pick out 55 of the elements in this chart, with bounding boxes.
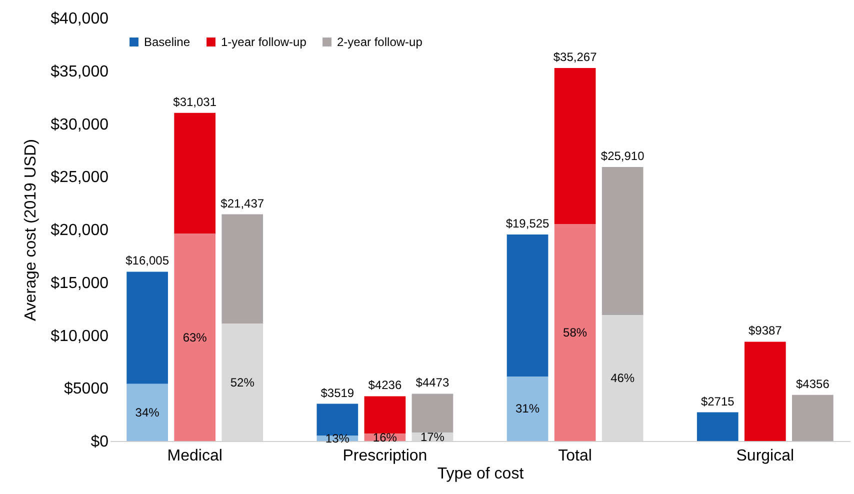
bar [602,167,644,316]
y-tick-label: $0 [90,434,109,450]
annotation: 31% [516,402,540,416]
total-label: $3519 [320,386,354,400]
total-label: $19,525 [506,216,550,231]
total-label: $21,437 [220,196,264,210]
y-axis-title: Average cost (2019 USD) [22,138,40,322]
annotation: 63% [182,330,208,344]
legend-label: 2-year follow-up [337,35,423,49]
annotation: 52% [230,375,255,390]
bar [696,412,738,441]
y-tick-label: $25,000 [50,169,109,186]
bar [506,234,548,376]
x-tick-label: Total [558,448,592,464]
bar [792,394,834,441]
bar [364,396,406,434]
total-label: $35,267 [553,50,598,64]
bar [506,376,548,441]
legend-label: Baseline [144,35,190,49]
y-tick-label: $5000 [64,380,109,398]
bar [174,112,216,234]
total-label: $16,005 [126,254,170,268]
y-tick-label: $30,000 [50,116,109,134]
annotation: 17% [420,430,445,444]
legend-label: 1-year follow-up [221,35,307,49]
bar [126,384,168,441]
annotation: 46% [610,371,635,386]
bar [126,272,168,384]
bar [174,234,216,441]
total-label: $4236 [368,378,402,392]
total-label: $4473 [416,376,450,390]
y-tick-label: $15,000 [50,274,109,292]
total-label: $31,031 [173,94,217,109]
y-tick-label: $35,000 [50,63,109,80]
bar [744,342,786,441]
total-label: $25,910 [600,149,645,163]
annotation: 34% [135,405,160,420]
x-tick-label: Surgical [736,448,794,464]
total-label: $2715 [700,394,735,408]
y-tick-label: $20,000 [50,222,109,239]
bar [554,68,596,224]
total-label: $4356 [796,376,830,391]
bar [222,214,264,324]
x-tick-label: Prescription [342,448,428,464]
bar [554,224,596,441]
annotation: 16% [372,430,398,444]
annotation: 58% [563,326,588,340]
annotation: 13% [325,431,350,446]
y-tick-label: $10,000 [50,328,109,345]
bar [412,394,454,433]
x-tick-label: Medical [167,448,222,464]
y-tick-label: $40,000 [50,10,109,28]
bar [316,404,358,436]
total-label: $9387 [748,324,782,338]
x-axis-title: Type of cost [437,466,524,482]
